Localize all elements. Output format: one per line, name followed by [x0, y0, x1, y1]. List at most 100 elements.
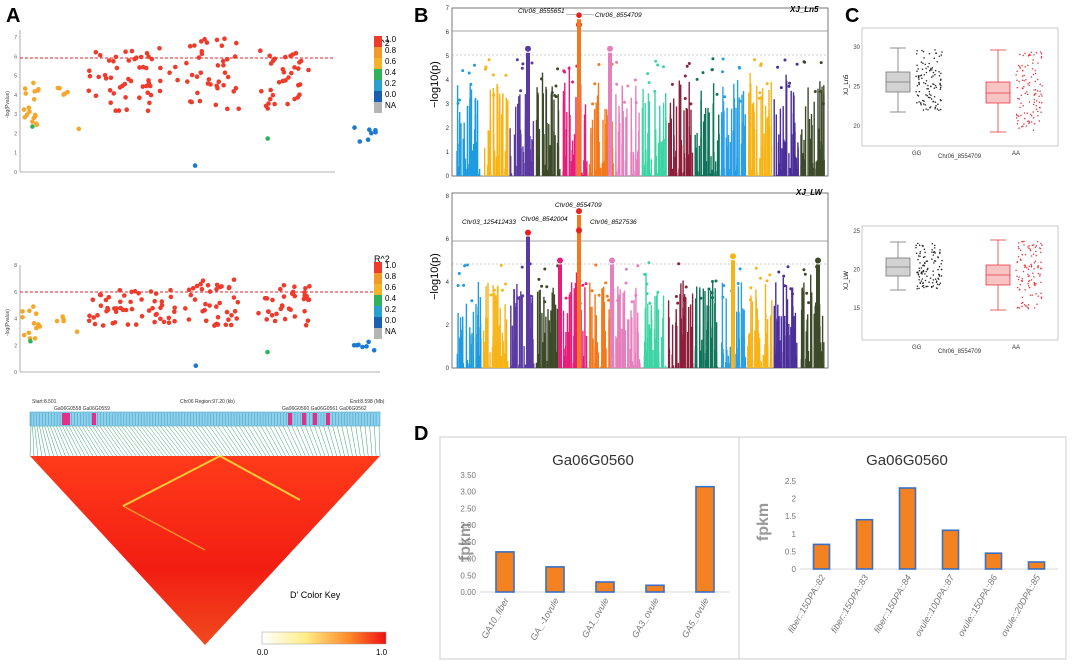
c-jitter-point: [1023, 304, 1026, 306]
b-snp-point: [597, 293, 601, 297]
c-jitter-point: [934, 107, 936, 110]
a-snp-point: [203, 318, 209, 324]
c-jitter-point: [1038, 101, 1041, 104]
c-jitter-point: [1024, 266, 1027, 268]
c-jitter-point: [1034, 284, 1036, 287]
a-legend-label: NA: [385, 327, 397, 336]
c-jitter-point: [930, 94, 932, 96]
a-snp-point: [36, 323, 41, 328]
c-jitter-point: [1020, 259, 1022, 262]
c-jitter-point: [1028, 247, 1030, 249]
b-snp-point: [521, 294, 525, 298]
a-snp-point: [123, 95, 128, 100]
c-jitter-point: [1016, 286, 1019, 289]
a-snp-point: [226, 285, 232, 290]
c-jitter-point: [1028, 54, 1030, 56]
ld-connector: [350, 425, 357, 457]
ld-connector: [88, 425, 109, 457]
a-snp-point: [270, 297, 275, 303]
c-top-xlabel: Chr06_8554709: [938, 154, 982, 160]
a-legend-swatch: [374, 284, 382, 295]
c-top-group-gg: GG: [912, 151, 922, 157]
c-jitter-point: [1040, 281, 1042, 284]
c-bot-xlabel: Chr06_8554709: [938, 349, 982, 355]
b-snp-point: [758, 91, 762, 95]
a-snp-point: [215, 85, 220, 91]
b-snp-point: [634, 294, 638, 297]
c-jitter-point: [923, 82, 925, 84]
a-snp-point: [166, 315, 172, 321]
c-jitter-point: [1037, 114, 1039, 117]
a-snp-point: [148, 92, 154, 98]
b-snp-point: [687, 62, 691, 65]
b-ytick: 2: [446, 126, 450, 132]
ld-connector: [144, 425, 168, 457]
c-jitter-point: [1037, 62, 1039, 64]
c-jitter-point: [923, 57, 925, 59]
a-snp-point: [36, 86, 41, 92]
c-jitter-point: [940, 108, 942, 111]
c-jitter-point: [1025, 125, 1028, 127]
c-jitter-point: [918, 81, 920, 84]
a-snp-point: [214, 304, 219, 309]
c-jitter-point: [1032, 59, 1034, 61]
a-snp-point: [278, 286, 283, 292]
a-snp-point: [307, 284, 312, 289]
c-jitter-point: [1033, 94, 1035, 96]
c-jitter-point: [917, 242, 919, 245]
c-jitter-point: [1022, 54, 1025, 57]
a-top-ytick: 6: [14, 54, 17, 60]
c-jitter-point: [1038, 120, 1041, 122]
a-snp-point: [91, 315, 96, 320]
ld-connector: [59, 425, 74, 457]
a-snp-point: [292, 284, 297, 290]
c-jitter-point: [934, 84, 937, 87]
b-snp-point: [604, 281, 608, 285]
a-snp-point: [106, 294, 112, 300]
c-jitter-point: [1033, 98, 1036, 101]
c-jitter-point: [920, 102, 922, 104]
b-snp-point: [807, 301, 811, 305]
c-jitter-point: [915, 53, 918, 55]
c-jitter-point: [1037, 272, 1040, 275]
a-top-ytick: 5: [14, 74, 17, 80]
ld-connector: [53, 425, 66, 457]
a-snp-point: [183, 306, 188, 311]
c-jitter-point: [922, 256, 925, 259]
b-snp-point: [803, 272, 807, 276]
a-snp-point: [200, 278, 206, 284]
c-jitter-point: [1023, 112, 1026, 114]
c-jitter-point: [941, 259, 943, 262]
c-jitter-point: [927, 109, 929, 111]
ld-gene-mark: [302, 413, 306, 425]
a-snp-point: [199, 286, 205, 292]
c-jitter-point: [1028, 84, 1030, 86]
c-jitter-point: [931, 69, 933, 71]
b-snp-point: [591, 102, 595, 106]
a-snp-point: [26, 330, 32, 336]
c-jitter-point: [915, 75, 917, 78]
c-jitter-point: [940, 84, 942, 87]
c-jitter-point: [939, 282, 942, 284]
d-ytick: 0.50: [460, 571, 476, 580]
a-snp-point: [302, 309, 307, 314]
a-snp-point: [188, 292, 194, 298]
c-jitter-point: [925, 285, 927, 288]
c-jitter-point: [1032, 272, 1034, 274]
a-snp-point: [267, 53, 273, 59]
c-jitter-point: [938, 71, 940, 73]
c-jitter-point: [919, 262, 921, 264]
c-jitter-point: [1030, 121, 1033, 123]
b-snp-point: [492, 93, 496, 97]
c-jitter-point: [1021, 87, 1024, 89]
ld-connector: [92, 425, 113, 457]
a-snp-point: [172, 305, 177, 311]
c-jitter-point: [928, 93, 931, 95]
b-snp-point: [683, 296, 687, 300]
a-snp-point: [92, 321, 98, 327]
c-jitter-point: [928, 52, 931, 55]
c-jitter-point: [1027, 268, 1030, 270]
c-jitter-point: [1040, 296, 1043, 298]
a-snp-point: [172, 309, 177, 315]
a-bot-ytick: 2: [14, 343, 17, 349]
